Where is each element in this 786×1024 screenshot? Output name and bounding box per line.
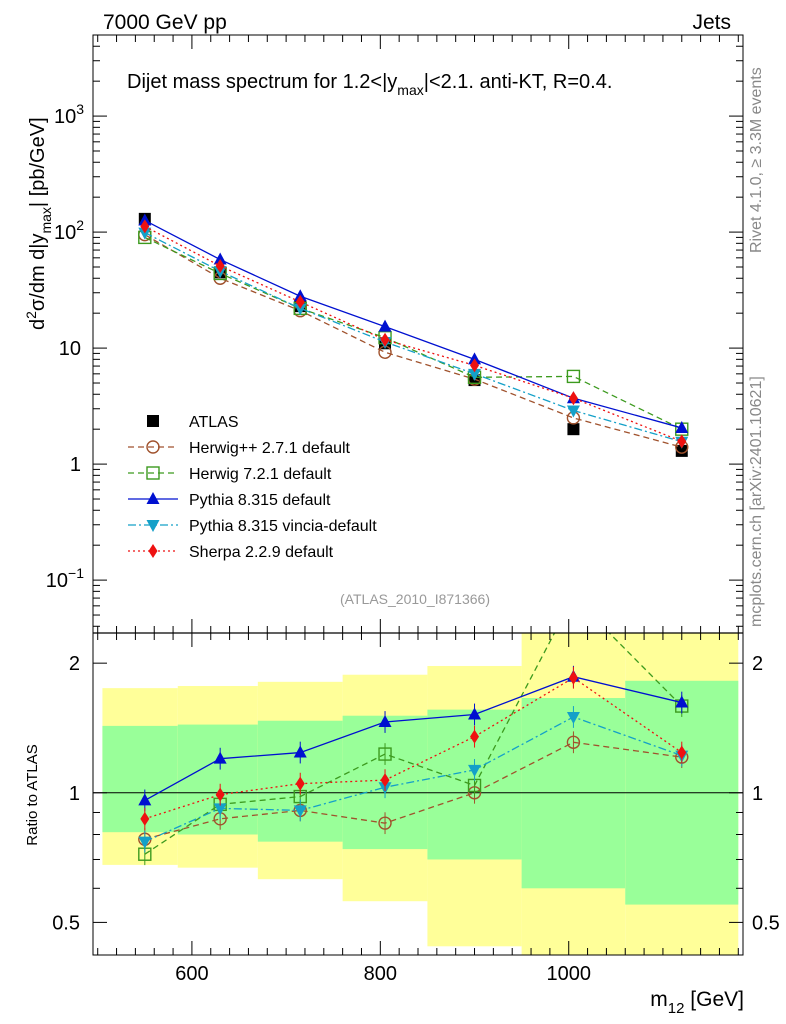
ratio-point-pythia	[293, 745, 307, 758]
legend-marker	[146, 520, 160, 532]
main-plot-area	[138, 212, 689, 457]
ratio-point-pythia	[675, 695, 689, 708]
series-pythia	[138, 213, 689, 433]
ratio-point-vincia	[213, 803, 227, 816]
x-tick-label: 1000	[546, 963, 591, 985]
rivet-version-label: Rivet 4.1.0, ≥ 3.3M events	[748, 67, 765, 253]
legend-label: Pythia 8.315 default	[189, 492, 331, 509]
ratio-y-tick-label-right: 1	[752, 783, 763, 805]
plot-title: Dijet mass spectrum for 1.2<|ymax|<2.1. …	[127, 71, 612, 98]
mcplots-label: mcplots.cern.ch [arXiv:2401.10621]	[748, 376, 765, 627]
legend-marker	[146, 492, 160, 504]
legend-marker	[147, 415, 159, 427]
header-energy-label: 7000 GeV pp	[103, 11, 227, 34]
y-tick-label: 103	[54, 101, 84, 128]
point-pythia	[213, 252, 227, 265]
ratio-y-tick-label: 1	[69, 783, 80, 805]
header-jets-label: Jets	[692, 11, 731, 34]
ratio-point-sherpa	[470, 729, 480, 744]
point-sherpa	[380, 332, 390, 347]
ratio-point-herwigpp	[378, 816, 392, 830]
point-vincia	[293, 303, 307, 316]
legend-marker	[148, 544, 158, 558]
ratio-point-pythia	[468, 707, 482, 720]
ratio-point-sherpa	[380, 773, 390, 788]
line-herwig7	[144, 236, 683, 430]
ratio-y-tick-label: 2	[69, 653, 80, 675]
y-tick-label: 1	[70, 454, 81, 476]
legend-label: Sherpa 2.2.9 default	[189, 544, 334, 561]
point-vincia	[566, 405, 580, 418]
legend-label: ATLAS	[189, 414, 239, 431]
ratio-point-herwig7	[378, 747, 392, 761]
point-sherpa	[295, 294, 305, 309]
point-vincia	[468, 368, 482, 381]
ratio-point-sherpa	[568, 670, 578, 685]
point-vincia	[138, 227, 152, 240]
ratio-y-axis-label: Ratio to ATLAS	[24, 744, 41, 845]
ratio-axis: 0.5 0.5 1 1 2 2 600 800 1000	[52, 632, 780, 985]
point-sherpa	[677, 434, 687, 449]
legend-marker	[146, 466, 160, 480]
legend-entry-data: ATLAS	[147, 414, 239, 431]
point-herwig7	[566, 369, 581, 384]
point-sherpa	[568, 391, 578, 406]
legend-entry-sherpa: Sherpa 2.2.9 default	[128, 544, 334, 561]
x-axis-label: m12 [GeV]	[650, 988, 744, 1017]
x-tick-label: 800	[364, 963, 397, 985]
point-data	[567, 423, 580, 436]
point-sherpa	[140, 219, 150, 234]
legend-label: Herwig++ 2.7.1 default	[189, 440, 351, 457]
ratio-y-tick-label: 0.5	[52, 912, 80, 934]
point-sherpa	[215, 259, 225, 274]
point-pythia	[378, 319, 392, 332]
legend-entry-vincia: Pythia 8.315 vincia-default	[128, 518, 377, 535]
ratio-y-tick-label-right: 0.5	[752, 912, 780, 934]
ratio-point-herwigpp	[566, 735, 581, 749]
legend-entry-herwigpp: Herwig++ 2.7.1 default	[128, 440, 351, 457]
legend: ATLAS Herwig++ 2.7.1 default Herwig 7.2.1 …	[128, 414, 377, 561]
ratio-point-vincia	[566, 711, 580, 724]
point-pythia	[675, 420, 689, 433]
ratio-point-vincia	[293, 805, 307, 818]
main-y-axis-label: d2σ/dm d|ymax| [pb/GeV]	[23, 117, 54, 330]
legend-label: Herwig 7.2.1 default	[189, 466, 332, 483]
ratio-point-sherpa	[677, 745, 687, 760]
legend-marker	[146, 440, 160, 454]
ratio-point-pythia	[378, 715, 392, 728]
y-tick-label: 10	[59, 338, 81, 360]
y-tick-label: 10−1	[46, 565, 84, 592]
legend-entry-pythia: Pythia 8.315 default	[128, 492, 331, 509]
y-tick-label: 102	[54, 217, 84, 244]
ratio-point-vincia	[138, 836, 152, 849]
uncertainty-band-inner	[102, 725, 178, 833]
ratio-point-pythia	[213, 751, 227, 764]
ratio-point-pythia	[138, 793, 152, 806]
ratio-point-sherpa	[295, 776, 305, 791]
ratio-series-sherpa	[140, 666, 687, 830]
point-pythia	[468, 352, 482, 365]
point-sherpa	[470, 358, 480, 373]
point-data	[675, 444, 688, 457]
uncertainty-band-inner	[177, 724, 258, 835]
x-tick-label: 600	[175, 963, 208, 985]
ratio-plot-area	[93, 591, 743, 955]
legend-entry-herwig7: Herwig 7.2.1 default	[128, 466, 332, 483]
ratio-y-tick-label-right: 2	[752, 653, 763, 675]
ratio-point-sherpa	[215, 787, 225, 802]
ratio-point-herwig7	[567, 591, 579, 603]
line-sherpa	[144, 225, 683, 442]
series-sherpa	[140, 219, 687, 449]
ratio-point-sherpa	[140, 811, 150, 826]
analysis-id-watermark: (ATLAS_2010_I871366)	[340, 591, 490, 607]
ratio-point-vincia	[468, 764, 482, 777]
line-pythia	[144, 219, 682, 429]
legend-label: Pythia 8.315 vincia-default	[189, 518, 377, 535]
